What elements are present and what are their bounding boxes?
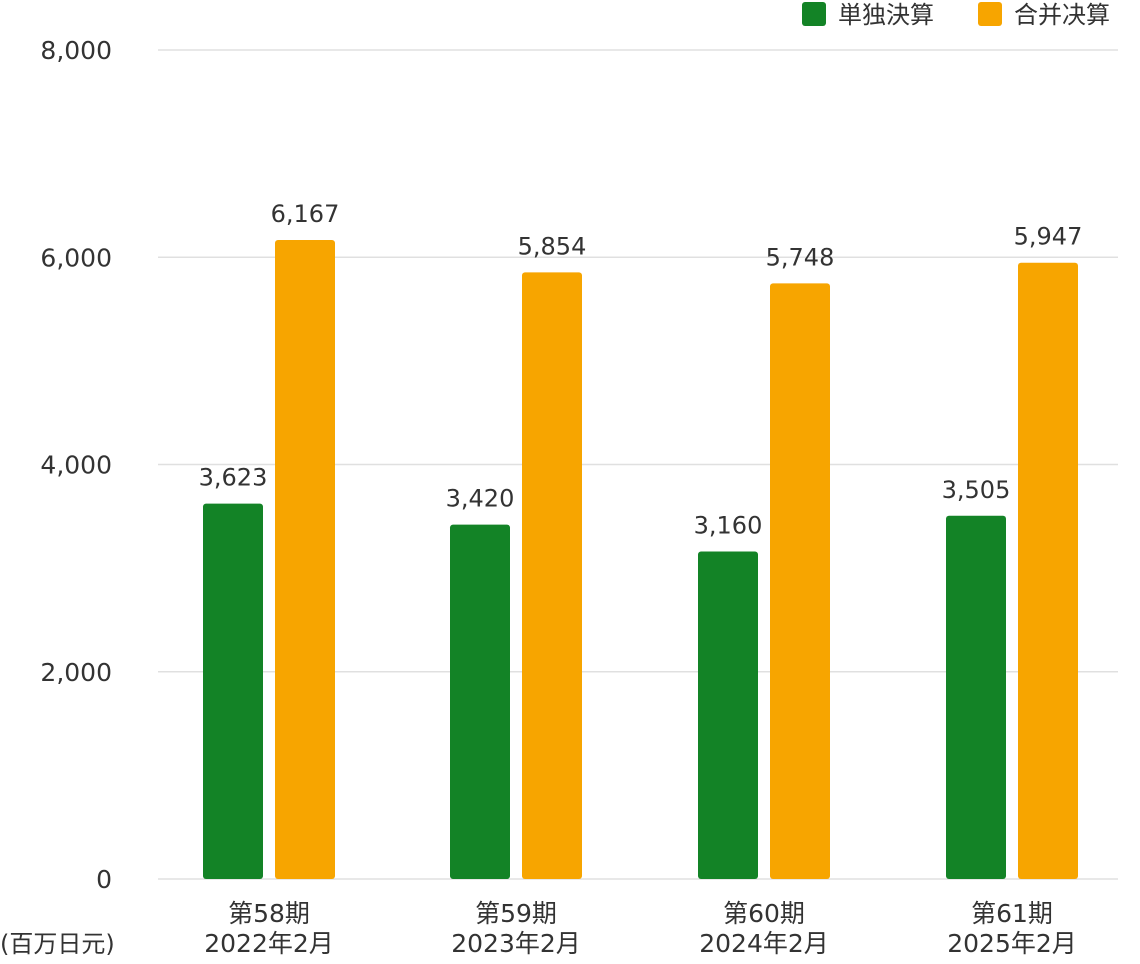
legend: 単独決算 合并决算 <box>802 1 1110 29</box>
bars <box>203 239 1078 879</box>
y-tick-label: 4,000 <box>40 451 112 480</box>
data-label: 5,854 <box>518 232 587 260</box>
legend-label: 単独決算 <box>838 1 934 29</box>
x-tick-label: 第59期 <box>475 899 557 928</box>
bar <box>946 515 1006 879</box>
data-label: 3,623 <box>199 464 268 492</box>
data-label: 5,947 <box>1014 223 1083 251</box>
data-label: 3,160 <box>694 512 763 540</box>
data-label: 6,167 <box>271 200 340 228</box>
data-labels: 3,623 3,420 3,160 3,505 6,167 5,854 5,748 5,947 <box>199 200 1083 540</box>
y-tick-label: 0 <box>96 865 112 894</box>
x-tick-label: 2022年2月 <box>204 929 334 958</box>
data-label: 3,420 <box>446 485 515 513</box>
y-axis-ticks: 0 2,000 4,000 6,000 8,000 <box>40 36 112 894</box>
bar <box>522 272 582 879</box>
x-tick-label: 2025年2月 <box>947 929 1077 958</box>
bar <box>1018 262 1078 879</box>
bar <box>450 524 510 879</box>
data-label: 5,748 <box>766 243 835 271</box>
x-tick-label: 第61期 <box>971 899 1053 928</box>
legend-swatch <box>802 2 826 26</box>
x-tick-label: 2024年2月 <box>699 929 829 958</box>
bar <box>275 239 335 879</box>
bar <box>203 503 263 879</box>
x-tick-label: 2023年2月 <box>451 929 581 958</box>
bar <box>698 551 758 879</box>
x-tick-label: 第58期 <box>228 899 310 928</box>
unit-label: (百万日元) <box>0 930 115 958</box>
x-tick-label: 第60期 <box>723 899 805 928</box>
legend-swatch <box>978 2 1002 26</box>
y-tick-label: 2,000 <box>40 658 112 687</box>
y-tick-label: 6,000 <box>40 243 112 272</box>
legend-label: 合并决算 <box>1014 1 1110 29</box>
bar <box>770 283 830 879</box>
y-tick-label: 8,000 <box>40 36 112 65</box>
data-label: 3,505 <box>942 476 1011 504</box>
